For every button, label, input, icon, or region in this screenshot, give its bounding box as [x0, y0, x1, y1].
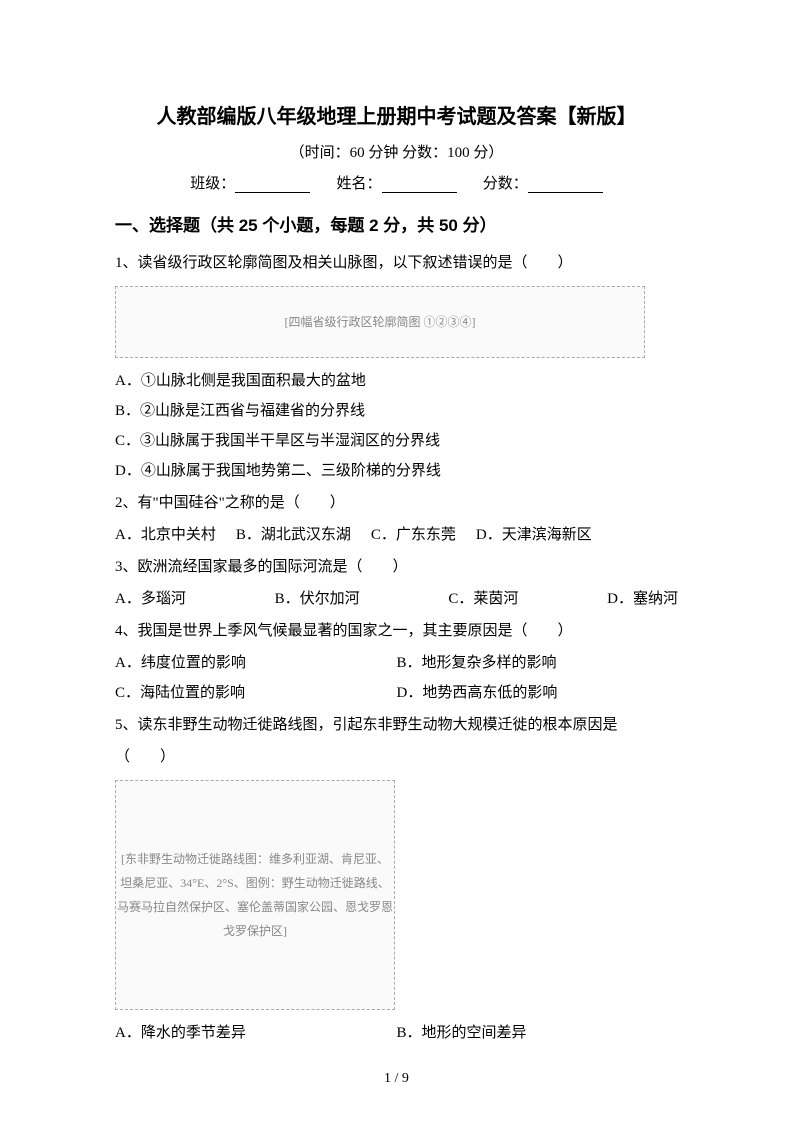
question-1-option-a: A．①山脉北侧是我国面积最大的盆地: [115, 366, 678, 396]
question-2: 2、有"中国硅谷"之称的是（ ） A．北京中关村 B．湖北武汉东湖 C．广东东莞…: [115, 488, 678, 550]
class-blank[interactable]: [235, 177, 310, 193]
question-4-option-c: C．海陆位置的影响: [115, 678, 397, 708]
question-2-text: 2、有"中国硅谷"之称的是（ ）: [115, 488, 678, 518]
exam-subtitle: （时间：60 分钟 分数：100 分）: [115, 141, 678, 162]
question-4-option-b: B．地形复杂多样的影响: [397, 648, 679, 678]
question-4-option-d: D．地势西高东低的影响: [397, 678, 679, 708]
name-label: 姓名：: [336, 176, 381, 192]
class-label: 班级：: [190, 176, 235, 192]
question-2-option-b: B．湖北武汉东湖: [236, 520, 351, 550]
question-3-option-a: A．多瑙河: [115, 584, 186, 614]
question-5-option-b: B．地形的空间差异: [397, 1018, 679, 1048]
question-3-option-b: B．伏尔加河: [275, 584, 360, 614]
student-info-line: 班级： 姓名： 分数：: [115, 172, 678, 193]
question-1: 1、读省级行政区轮廓简图及相关山脉图，以下叙述错误的是（ ） [四幅省级行政区轮…: [115, 248, 678, 486]
question-2-option-d: D．天津滨海新区: [476, 520, 592, 550]
question-3-option-c: C．莱茵河: [448, 584, 518, 614]
question-2-option-c: C．广东东莞: [371, 520, 456, 550]
page-number: 1 / 9: [0, 1071, 793, 1087]
question-5-text-1: 5、读东非野生动物迁徙路线图，引起东非野生动物大规模迁徙的根本原因是: [115, 710, 678, 740]
question-5-option-a: A．降水的季节差异: [115, 1018, 397, 1048]
question-5-text-2: （ ）: [115, 742, 678, 772]
question-3-text: 3、欧洲流经国家最多的国际河流是（ ）: [115, 552, 678, 582]
question-1-option-c: C．③山脉属于我国半干旱区与半湿润区的分界线: [115, 426, 678, 456]
exam-title: 人教部编版八年级地理上册期中考试题及答案【新版】: [115, 100, 678, 129]
question-5: 5、读东非野生动物迁徙路线图，引起东非野生动物大规模迁徙的根本原因是 （ ） […: [115, 710, 678, 1048]
question-3-option-d: D．塞纳河: [607, 584, 678, 614]
name-blank[interactable]: [382, 177, 457, 193]
question-3: 3、欧洲流经国家最多的国际河流是（ ） A．多瑙河 B．伏尔加河 C．莱茵河 D…: [115, 552, 678, 614]
question-1-text: 1、读省级行政区轮廓简图及相关山脉图，以下叙述错误的是（ ）: [115, 248, 678, 278]
section-1-header: 一、选择题（共 25 个小题，每题 2 分，共 50 分）: [115, 211, 678, 236]
question-2-option-a: A．北京中关村: [115, 520, 216, 550]
question-1-figure: [四幅省级行政区轮廓简图 ①②③④]: [115, 286, 645, 358]
question-1-option-d: D．④山脉属于我国地势第二、三级阶梯的分界线: [115, 456, 678, 486]
question-4-option-a: A．纬度位置的影响: [115, 648, 397, 678]
question-4: 4、我国是世界上季风气候最显著的国家之一，其主要原因是（ ） A．纬度位置的影响…: [115, 616, 678, 708]
question-5-figure: [东非野生动物迁徙路线图：维多利亚湖、肯尼亚、坦桑尼亚、34°E、2°S、图例：…: [115, 780, 395, 1010]
question-1-option-b: B．②山脉是江西省与福建省的分界线: [115, 396, 678, 426]
score-label: 分数：: [483, 176, 528, 192]
question-4-text: 4、我国是世界上季风气候最显著的国家之一，其主要原因是（ ）: [115, 616, 678, 646]
score-blank[interactable]: [528, 177, 603, 193]
